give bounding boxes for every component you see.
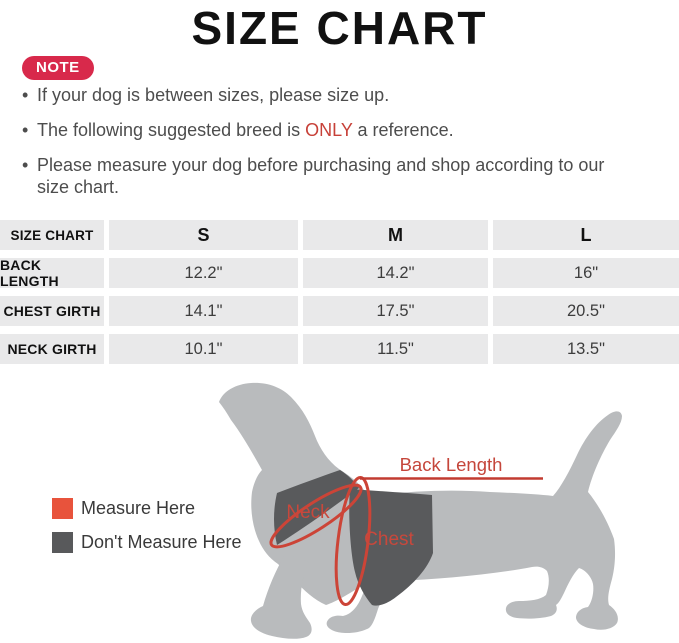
table-header-cell: M	[303, 220, 488, 250]
note-list: If your dog is between sizes, please siz…	[22, 84, 650, 211]
back-length-label: Back Length	[400, 454, 503, 475]
note-item-2: The following suggested breed is ONLY a …	[22, 119, 637, 141]
table-row-label: BACK LENGTH	[0, 257, 104, 289]
table-cell: 16"	[493, 258, 679, 288]
size-table: SIZE CHART S M L BACK LENGTH 12.2" 14.2"…	[0, 220, 679, 364]
table-cell: 12.2"	[109, 258, 298, 288]
table-cell: 20.5"	[493, 296, 679, 326]
table-cell: 17.5"	[303, 296, 488, 326]
table-cell: 13.5"	[493, 334, 679, 364]
legend-item-dont-measure: Don't Measure Here	[52, 532, 242, 553]
table-cell: 10.1"	[109, 334, 298, 364]
table-row-label: CHEST GIRTH	[0, 296, 104, 326]
note-badge: NOTE	[22, 56, 94, 80]
measure-here-label: Measure Here	[81, 498, 196, 518]
table-cell: 11.5"	[303, 334, 488, 364]
neck-label: Neck	[286, 502, 330, 523]
table-header-cell: L	[493, 220, 679, 250]
table-header-cell: SIZE CHART	[0, 220, 104, 250]
table-cell: 14.2"	[303, 258, 488, 288]
dont-measure-here-label: Don't Measure Here	[81, 532, 242, 552]
dog-measurement-diagram: Back Length Neck Chest	[219, 382, 622, 639]
dont-measure-here-swatch	[52, 532, 73, 553]
chest-label: Chest	[364, 529, 414, 550]
neck-measure-ellipse	[269, 483, 363, 549]
note-item-2-pre: The following suggested breed is	[37, 120, 306, 140]
measure-here-swatch	[52, 498, 73, 519]
table-cell: 14.1"	[109, 296, 298, 326]
note-item-1: If your dog is between sizes, please siz…	[22, 84, 637, 106]
table-row-label: NECK GIRTH	[0, 334, 104, 364]
table-header-cell: S	[109, 220, 298, 250]
note-item-3: Please measure your dog before purchasin…	[22, 154, 637, 198]
note-item-2-highlight: ONLY	[305, 120, 353, 140]
legend-item-measure: Measure Here	[52, 498, 195, 519]
page-title: SIZE CHART	[191, 2, 488, 54]
note-item-2-post: a reference.	[352, 120, 454, 140]
dog-front-leg	[250, 556, 312, 639]
